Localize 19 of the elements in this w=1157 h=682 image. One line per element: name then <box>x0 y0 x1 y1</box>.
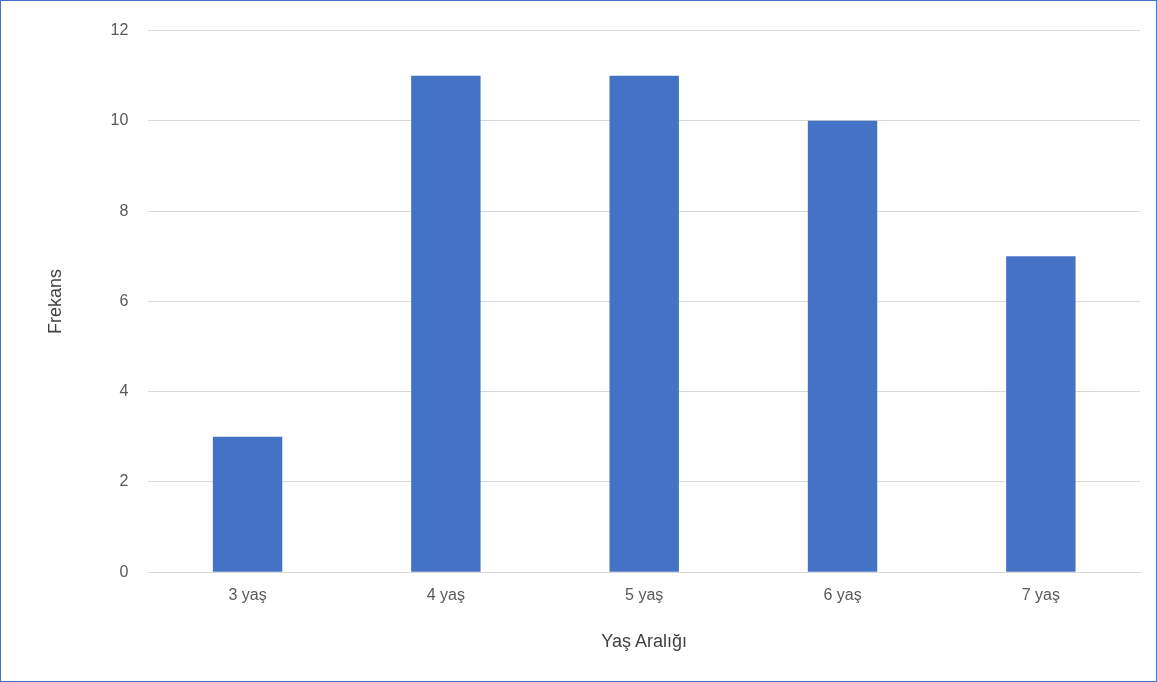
y-tick-label: 12 <box>110 21 129 39</box>
x-axis-title: Yaş Aralığı <box>601 631 688 652</box>
y-tick-label: 4 <box>119 382 129 400</box>
bar <box>807 120 878 572</box>
y-tick-label: 0 <box>119 562 129 580</box>
bar <box>1006 256 1076 572</box>
y-tick-label: 10 <box>110 111 129 129</box>
y-tick-label: 6 <box>119 291 129 309</box>
bar <box>411 75 481 572</box>
y-tick-label: 2 <box>119 472 129 490</box>
bar <box>609 75 679 572</box>
x-tick-label: 5 yaş <box>625 586 664 604</box>
x-tick-label: 6 yaş <box>823 586 862 604</box>
bar <box>212 436 283 572</box>
x-tick-label: 4 yaş <box>426 586 465 604</box>
x-tick-label: 7 yaş <box>1021 586 1060 604</box>
y-axis-title: Frekans <box>44 268 65 334</box>
x-tick-label: 3 yaş <box>228 586 267 604</box>
y-tick-label: 8 <box>119 201 129 219</box>
